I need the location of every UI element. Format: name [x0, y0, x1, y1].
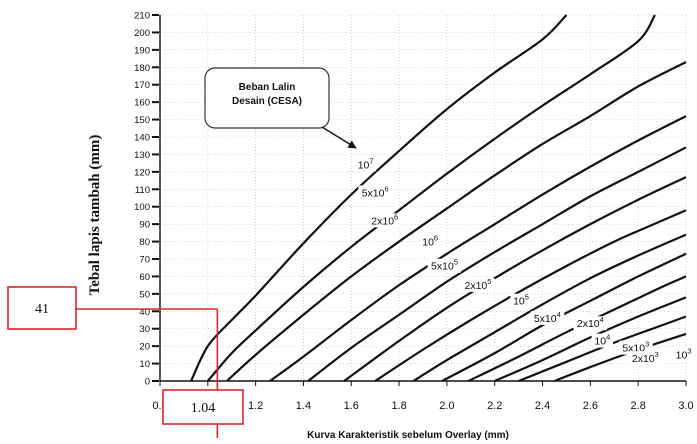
y-reading-value: 41 [35, 302, 49, 317]
curve-label-bg [591, 333, 614, 348]
curve-label-text: 104 [594, 333, 610, 348]
curve-label-bg [419, 234, 441, 249]
y-tick-label: 30 [139, 324, 150, 335]
callout-line-2: Desain (CESA) [232, 96, 302, 107]
curve-label-10e6: 106 [419, 233, 441, 249]
curve-label-text: 2x104 [577, 315, 604, 330]
curve-label-bg [367, 213, 402, 228]
callout-box [204, 67, 330, 129]
curve-label-text: 5x104 [534, 310, 561, 325]
x-tick-label: 2.4 [535, 400, 550, 412]
curve-label-bg [530, 311, 565, 325]
chart-axes: 0 10 20 30 40 50 60 70 80 90 100 110 120 130 140 150 160… [134, 11, 694, 413]
curve-5x10e6 [206, 14, 656, 382]
curve-label-text: 105 [513, 293, 529, 308]
curve-label-10e3: 103 [672, 347, 695, 362]
curve-label-bg [672, 347, 695, 362]
curve-label-text: 2x105 [465, 277, 492, 292]
y-reading-box [7, 286, 77, 330]
x-reading-box [162, 389, 244, 425]
x-reading-value: 1.04 [191, 401, 216, 416]
curve-label-5x10e4: 5x104 [530, 310, 565, 325]
x-tick-label: 1.6 [344, 400, 359, 412]
y-tick-label: 150 [134, 115, 150, 126]
curve-label-2x10e3: 2x103 [628, 350, 663, 366]
y-tick-label: 170 [134, 80, 150, 91]
curve-label-2x10e6: 2x106 [367, 212, 402, 228]
curve-label-text: 2x103 [632, 350, 659, 365]
y-tick-label: 80 [139, 237, 150, 248]
x-tick-label: 3.0 [678, 400, 693, 412]
curve-2x10e6 [226, 61, 687, 382]
curve-10e7 [190, 14, 568, 382]
curve-5x10e4 [412, 233, 687, 382]
x-tick-label: 2.6 [583, 400, 598, 412]
curve-label-5x10e6: 5x106 [358, 185, 393, 200]
y-tick-label: 20 [139, 342, 150, 353]
y-tick-label: 210 [134, 11, 150, 22]
legend-callout: Beban Lalin Desain (CESA) [204, 67, 357, 149]
x-tick-label: 1.4 [296, 400, 311, 412]
y-tick-label: 110 [135, 185, 150, 196]
curve-label-10e4: 104 [591, 333, 614, 348]
y-tick-label: 60 [139, 272, 150, 283]
y-tick-label: 160 [134, 98, 150, 109]
y-tick-label: 50 [139, 289, 150, 300]
y-tick-label: 180 [134, 63, 150, 74]
curve-label-2x10e4: 2x104 [573, 315, 608, 331]
curve-2x10e4 [441, 252, 687, 382]
curve-label-bg [573, 316, 608, 331]
curve-5x10e3 [494, 296, 687, 383]
y-tick-label: 10 [139, 359, 150, 370]
curve-label-text: 106 [422, 233, 438, 248]
curve-label-bg [354, 157, 377, 172]
curve-label-10e5: 105 [510, 293, 532, 308]
x-tick-label: 2.0 [439, 400, 454, 412]
x-axis-label: Kurva Karakteristik sebelum Overlay (mm) [307, 430, 509, 441]
curve-label-5x10e5: 5x105 [427, 258, 462, 273]
curve-label-text: 2x106 [371, 212, 398, 227]
y-tick-label: 70 [139, 255, 150, 266]
curve-label-bg [510, 293, 532, 308]
curve-label-bg [628, 351, 663, 366]
curve-label-text: 103 [676, 347, 692, 362]
curve-label-bg [427, 258, 462, 273]
curve-labels: 107 5x106 2x106 106 5x105 2x105 105 5x104 2x104 1… [354, 157, 695, 366]
curve-10e5 [374, 209, 687, 382]
curve-10e3 [554, 332, 687, 383]
curve-label-10e7: 107 [354, 157, 377, 172]
y-tick-label: 130 [134, 150, 150, 161]
curve-label-text: 5x105 [431, 258, 458, 273]
curve-label-text: 5x106 [362, 185, 389, 200]
curve-label-bg [461, 277, 495, 292]
callout-arrow [321, 126, 357, 149]
x-tick-label: 1.8 [391, 400, 406, 412]
curve-2x10e5 [343, 176, 687, 382]
y-tick-label: 40 [139, 307, 150, 318]
curve-label-text: 107 [358, 157, 374, 172]
curve-2x10e3 [518, 315, 687, 383]
x-tick-label: 2.8 [631, 400, 646, 412]
reading-annotations: 411.04 [7, 286, 244, 438]
traffic-curves [190, 14, 687, 383]
curve-label-2x10e5: 2x105 [461, 277, 495, 292]
curve-label-bg [358, 185, 393, 200]
y-tick-label: 0 [145, 377, 150, 388]
y-tick-label: 100 [134, 202, 150, 213]
x-tick-label: 1.2 [248, 400, 263, 412]
curve-5x10e5 [307, 146, 687, 382]
x-tick-label: 2.2 [487, 400, 502, 412]
y-axis-label: Tebal lapis tambah (mm) [87, 135, 103, 296]
y-tick-label: 200 [134, 28, 150, 39]
y-tick-label: 120 [134, 167, 150, 178]
curve-10e6 [269, 115, 687, 382]
y-tick-label: 90 [139, 220, 150, 231]
y-tick-label: 140 [134, 133, 150, 144]
y-tick-label: 190 [134, 45, 150, 56]
callout-line-1: Beban Lalin [239, 82, 296, 93]
